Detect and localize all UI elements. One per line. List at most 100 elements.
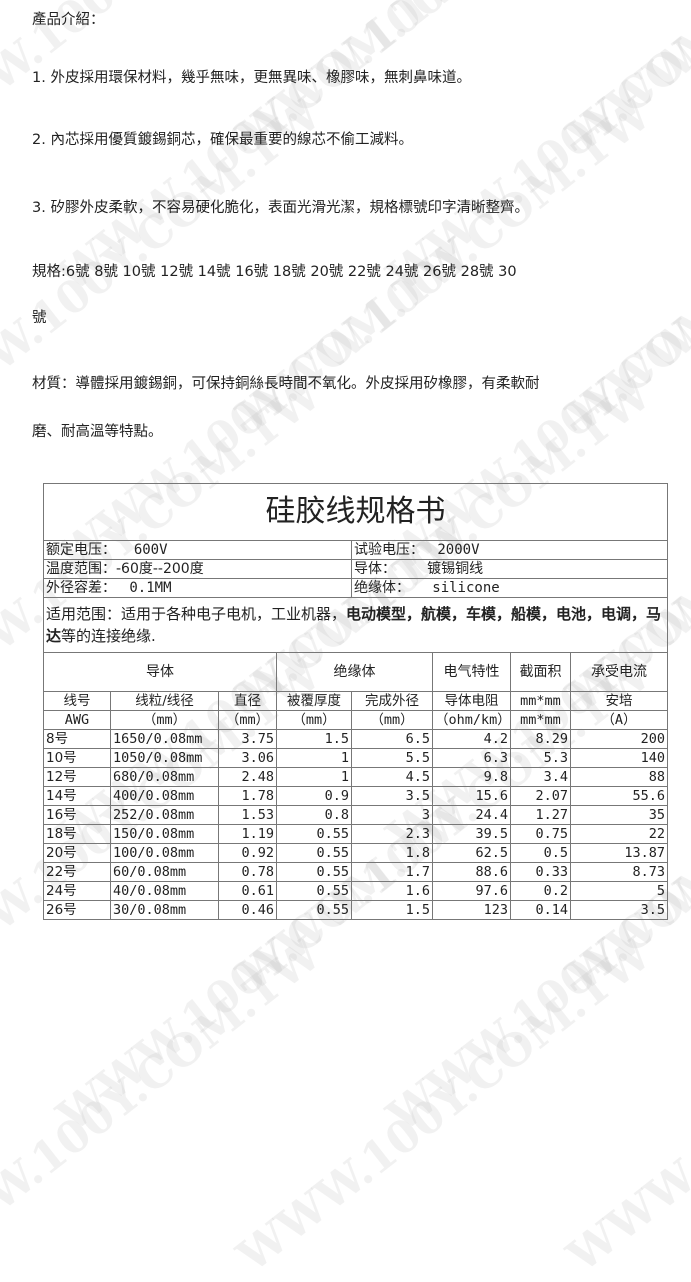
table-cell: 1.5 — [276, 729, 352, 749]
table-cell: 3.5 — [351, 786, 433, 806]
group-cross-section: 截面积 — [510, 652, 571, 692]
table-cell: 3.4 — [510, 767, 571, 787]
table-cell: 安培 — [570, 691, 668, 711]
table-cell: 100/0.08mm — [110, 843, 219, 863]
table-cell: 62.5 — [432, 843, 511, 863]
table-cell: 1.6 — [351, 881, 433, 901]
table-cell: 0.55 — [276, 900, 352, 920]
table-cell: 200 — [570, 729, 668, 749]
table-cell: 22 — [570, 824, 668, 844]
table-cell: 1.8 — [351, 843, 433, 863]
table-cell: 1 — [276, 748, 352, 768]
table-cell: 24号 — [43, 881, 111, 901]
table-cell: 直径 — [218, 691, 277, 711]
table-row: 26号 30/0.08mm 0.46 0.55 1.5 123 0.14 3.5 — [43, 900, 668, 920]
table-cell: 1 — [276, 767, 352, 787]
table-cell: （mm） — [110, 710, 219, 730]
table-cell: 14号 — [43, 786, 111, 806]
table-row: 18号 150/0.08mm 1.19 0.55 2.3 39.5 0.75 22 — [43, 824, 668, 844]
group-electrical: 电气特性 — [432, 652, 511, 692]
insulation: 绝缘体： silicone — [351, 578, 668, 598]
table-cell: 18号 — [43, 824, 111, 844]
watermark-text: WWW.100Y.COM.TW — [558, 928, 691, 1282]
spec-line-2: 號 — [32, 310, 47, 326]
intro-point-1: 1. 外皮採用環保材料，幾乎無味，更無異味、橡膠味，無刺鼻味道。 — [32, 70, 471, 86]
table-cell: 1.19 — [218, 824, 277, 844]
table-cell: 5 — [570, 881, 668, 901]
table-cell: 252/0.08mm — [110, 805, 219, 825]
intro-heading: 產品介紹： — [32, 12, 105, 28]
table-cell: mm*mm — [510, 710, 571, 730]
conductor: 导体： 镀锡铜线 — [351, 559, 668, 579]
table-cell: 60/0.08mm — [110, 862, 219, 882]
table-cell: 0.61 — [218, 881, 277, 901]
table-cell: 55.6 — [570, 786, 668, 806]
table-row: 20号 100/0.08mm 0.92 0.55 1.8 62.5 0.5 13.87 — [43, 843, 668, 863]
group-insulation: 绝缘体 — [276, 652, 433, 692]
watermark-text: WWW.100Y.COM.TW — [558, 0, 691, 162]
table-row: 14号 400/0.08mm 1.78 0.9 3.5 15.6 2.07 55.6 — [43, 786, 668, 806]
table-cell: 10号 — [43, 748, 111, 768]
table-cell: 0.5 — [510, 843, 571, 863]
table-cell: 1050/0.08mm — [110, 748, 219, 768]
table-cell: 线粒/线径 — [110, 691, 219, 711]
table-cell: 9.8 — [432, 767, 511, 787]
watermark-text: WWW.100Y.COM.TW — [48, 0, 481, 303]
table-row: 8号 1650/0.08mm 3.75 1.5 6.5 4.2 8.29 200 — [43, 729, 668, 749]
table-cell: 97.6 — [432, 881, 511, 901]
table-row: 22号 60/0.08mm 0.78 0.55 1.7 88.6 0.33 8.73 — [43, 862, 668, 882]
table-cell: （ohm/km） — [432, 710, 511, 730]
table-cell: 24.4 — [432, 805, 511, 825]
table-cell: 20号 — [43, 843, 111, 863]
table-cell: 0.9 — [276, 786, 352, 806]
table-cell: 3.5 — [570, 900, 668, 920]
table-cell: 0.55 — [276, 862, 352, 882]
diameter-tolerance: 外径容差： 0.1MM — [43, 578, 352, 598]
intro-point-2: 2. 內芯採用優質鍍錫銅芯，確保最重要的線芯不偷工減料。 — [32, 132, 413, 148]
temperature-range: 温度范围：-60度--200度 — [43, 559, 352, 579]
table-cell: 140 — [570, 748, 668, 768]
table-cell: 22号 — [43, 862, 111, 882]
table-cell: 3.06 — [218, 748, 277, 768]
table-cell: 88.6 — [432, 862, 511, 882]
watermark-text: WWW.100Y.COM.TW — [558, 88, 691, 443]
table-cell: 123 — [432, 900, 511, 920]
table-cell: （mm） — [351, 710, 433, 730]
table-cell: 5.3 — [510, 748, 571, 768]
spec-line-1: 規格:6號 8號 10號 12號 14號 16號 18號 20號 22號 24號… — [32, 264, 517, 280]
column-headers: 线号 线粒/线径 直径 被覆厚度 完成外径 导体电阻 mm*mm 安培 — [43, 691, 668, 711]
table-cell: （A） — [570, 710, 668, 730]
watermark-text: WWW.100Y.COM.TW — [378, 0, 691, 303]
table-cell: 680/0.08mm — [110, 767, 219, 787]
table-cell: 88 — [570, 767, 668, 787]
material-line-2: 磨、耐高溫等特點。 — [32, 424, 163, 440]
table-cell: 完成外径 — [351, 691, 433, 711]
table-cell: （mm） — [276, 710, 352, 730]
table-cell: 1.5 — [351, 900, 433, 920]
table-cell: 2.48 — [218, 767, 277, 787]
table-row: 24号 40/0.08mm 0.61 0.55 1.6 97.6 0.2 5 — [43, 881, 668, 901]
table-cell: 4.5 — [351, 767, 433, 787]
table-cell: 1650/0.08mm — [110, 729, 219, 749]
table-cell: 被覆厚度 — [276, 691, 352, 711]
table-cell: 0.92 — [218, 843, 277, 863]
table-cell: 1.7 — [351, 862, 433, 882]
table-cell: 150/0.08mm — [110, 824, 219, 844]
table-cell: 0.8 — [276, 805, 352, 825]
table-cell: 0.2 — [510, 881, 571, 901]
watermark-text: WWW.100Y.COM.TW — [0, 928, 331, 1282]
table-cell: 16号 — [43, 805, 111, 825]
table-cell: 1.27 — [510, 805, 571, 825]
table-row: 10号 1050/0.08mm 3.06 1 5.5 6.3 5.3 140 — [43, 748, 668, 768]
intro-point-3: 3. 矽膠外皮柔軟，不容易硬化脆化，表面光滑光潔，規格標號印字清晰整齊。 — [32, 200, 529, 216]
table-cell: 0.55 — [276, 843, 352, 863]
table-cell: 0.14 — [510, 900, 571, 920]
table-cell: 8.73 — [570, 862, 668, 882]
table-cell: AWG — [43, 710, 111, 730]
table-cell: 1.78 — [218, 786, 277, 806]
table-row: 16号 252/0.08mm 1.53 0.8 3 24.4 1.27 35 — [43, 805, 668, 825]
table-cell: 5.5 — [351, 748, 433, 768]
table-cell: 3 — [351, 805, 433, 825]
table-cell: mm*mm — [510, 691, 571, 711]
table-cell: 6.5 — [351, 729, 433, 749]
